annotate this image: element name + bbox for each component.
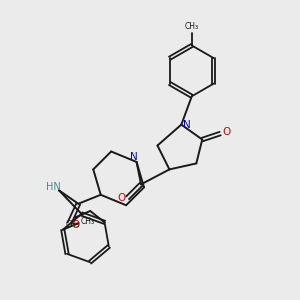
- Text: CH₃: CH₃: [185, 22, 199, 32]
- Text: CH₃: CH₃: [65, 220, 80, 229]
- Text: O: O: [71, 220, 80, 230]
- Text: O: O: [117, 193, 125, 203]
- Text: N: N: [183, 120, 190, 130]
- Text: CH₃: CH₃: [80, 217, 94, 226]
- Text: O: O: [223, 127, 231, 137]
- Text: HN: HN: [46, 182, 61, 192]
- Text: N: N: [130, 152, 138, 163]
